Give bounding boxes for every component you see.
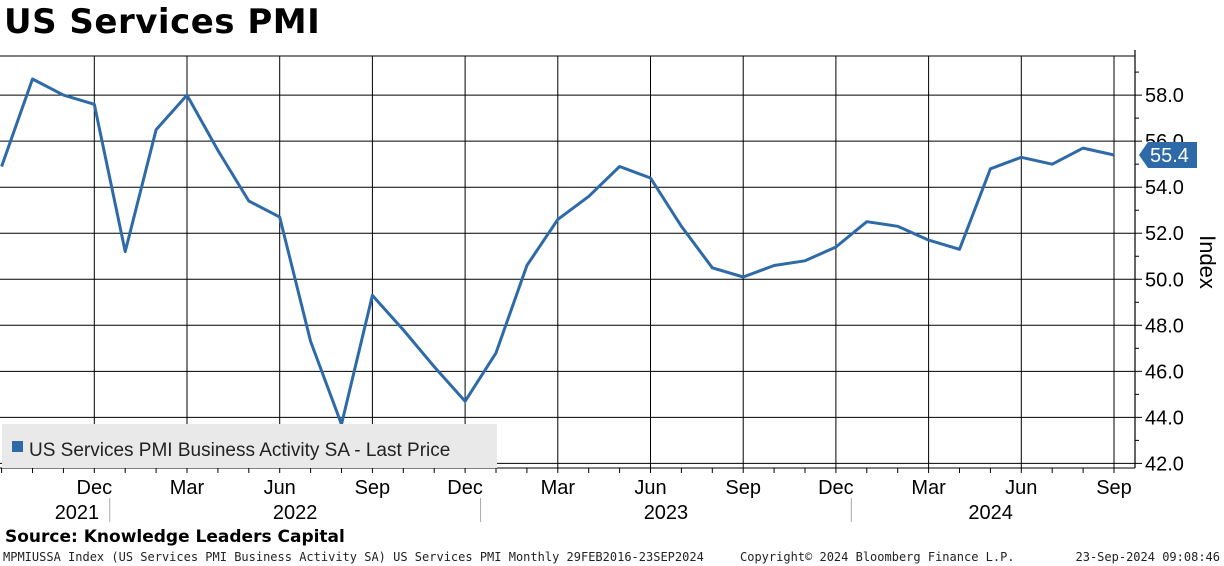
x-tick-label: Mar: [911, 477, 946, 499]
y-tick-label: 48.0: [1145, 315, 1184, 337]
x-tick-label: Jun: [1005, 477, 1037, 499]
x-tick-label: Jun: [634, 477, 666, 499]
x-tick-label: Dec: [818, 477, 854, 499]
x-tick-labels: Dec Mar Jun Sep Dec Mar Jun Sep Dec Mar Jun Sep: [77, 477, 1132, 499]
legend-label: US Services PMI Business Activity SA - L…: [29, 440, 450, 461]
x-tick-label: Dec: [447, 477, 483, 499]
y-tick-label: 52.0: [1145, 223, 1184, 245]
last-price-label: 55.4: [1150, 145, 1189, 167]
footer-timestamp: 23-Sep-2024 09:08:46: [1075, 550, 1221, 564]
year-label: 2024: [968, 502, 1013, 524]
x-tick-label: Sep: [1096, 477, 1132, 499]
year-label: 2021: [55, 502, 100, 524]
legend-swatch: [12, 441, 23, 452]
footer-copyright: Copyright© 2024 Bloomberg Finance L.P.: [740, 550, 1015, 564]
axis: [1, 50, 1142, 473]
year-labels: 2021 2022 2023 2024: [55, 498, 1013, 524]
x-tick-label: Mar: [541, 477, 576, 499]
x-tick-label: Mar: [170, 477, 205, 499]
x-tick-label: Sep: [355, 477, 391, 499]
legend-background: [2, 424, 497, 468]
y-axis-label: Index: [1195, 235, 1220, 289]
x-tick-label: Dec: [77, 477, 113, 499]
x-tick-label: Jun: [264, 477, 296, 499]
y-tick-label: 54.0: [1145, 177, 1184, 199]
last-price-badge-shape: [1139, 141, 1197, 168]
footer-ticker: MPMIUSSA Index (US Services PMI Business…: [3, 550, 704, 564]
year-label: 2022: [273, 502, 318, 524]
year-label: 2023: [644, 502, 689, 524]
y-tick-label: 58.0: [1145, 85, 1184, 107]
y-tick-label: 44.0: [1145, 407, 1184, 429]
y-tick-label: 50.0: [1145, 269, 1184, 291]
y-tick-label: 46.0: [1145, 361, 1184, 383]
chart-title: US Services PMI: [4, 2, 321, 42]
source-note: Source: Knowledge Leaders Capital: [5, 527, 345, 547]
last-price-badge: 55.4: [1139, 141, 1197, 168]
x-tick-label: Sep: [725, 477, 761, 499]
series-line: [0, 77, 1115, 426]
grid-lines: [0, 55, 1135, 469]
legend: US Services PMI Business Activity SA - L…: [2, 424, 497, 468]
y-tick-label: 42.0: [1145, 453, 1184, 475]
